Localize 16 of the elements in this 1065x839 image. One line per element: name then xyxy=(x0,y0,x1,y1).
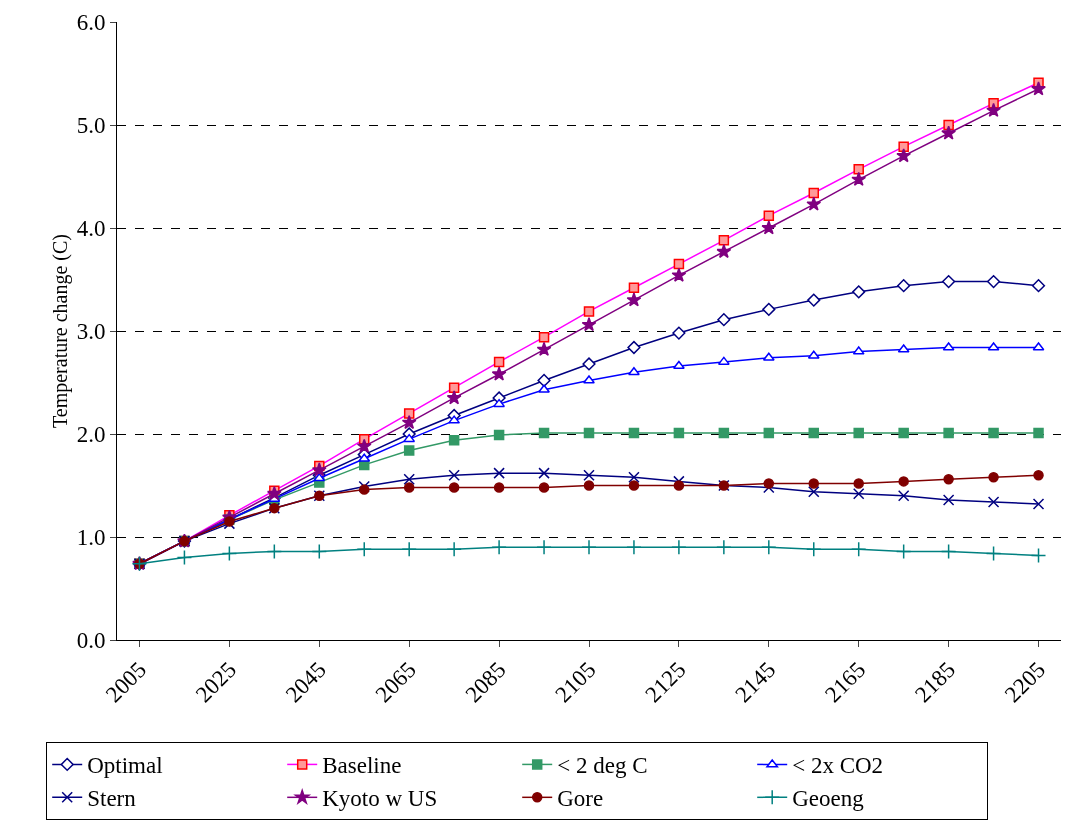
legend-label: Stern xyxy=(87,786,137,812)
y-tick-label: 1.0 xyxy=(76,525,106,551)
y-tick-label: 0.0 xyxy=(76,628,106,654)
legend-label: Optimal xyxy=(87,753,163,779)
legend-label: Kyoto w US xyxy=(322,786,438,812)
legend-label: Baseline xyxy=(322,753,402,779)
legend-label: < 2 deg C xyxy=(557,753,648,779)
y-tick-label: 5.0 xyxy=(76,113,106,139)
legend-label: Geoeng xyxy=(792,786,865,812)
y-tick-label: 3.0 xyxy=(76,319,106,345)
y-tick-label: 6.0 xyxy=(76,10,106,36)
y-axis-title: Temperature change (C) xyxy=(49,233,72,429)
y-tick-label: 4.0 xyxy=(76,216,106,242)
legend-label: Gore xyxy=(557,786,604,812)
y-tick-label: 2.0 xyxy=(76,422,106,448)
legend-label: < 2x CO2 xyxy=(792,753,884,779)
